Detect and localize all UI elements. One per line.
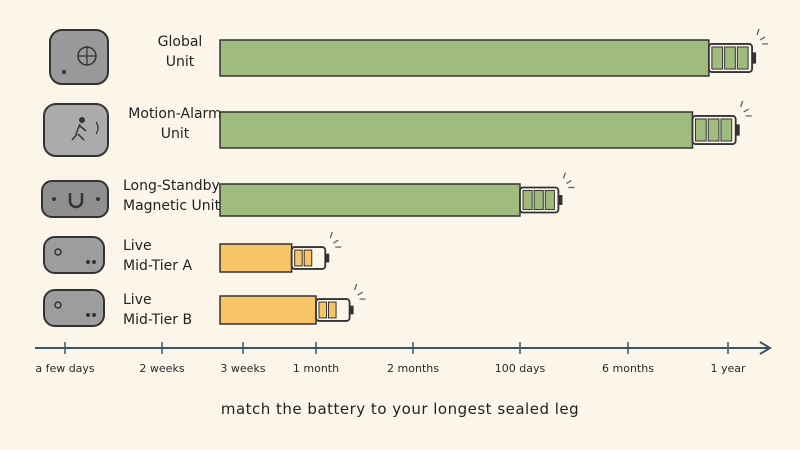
- battery-cell: [294, 249, 303, 267]
- x-tick-label: 1 year: [710, 362, 746, 375]
- battery-nub: [735, 124, 740, 136]
- battery-icon: [290, 231, 342, 270]
- battery-icon: [519, 172, 575, 214]
- battery-icon: [707, 28, 769, 73]
- axis-arrow: [759, 341, 772, 355]
- caption: match the battery to your longest sealed…: [220, 400, 580, 418]
- battery-nub: [558, 195, 563, 205]
- device-live-b: [43, 289, 105, 327]
- x-tick-label: 1 month: [293, 362, 339, 375]
- battery-cell: [544, 190, 555, 210]
- bar: [219, 295, 317, 325]
- battery-cell: [303, 249, 313, 267]
- bar: [219, 111, 694, 149]
- battery-cell: [711, 46, 724, 70]
- battery-nub: [752, 52, 757, 64]
- bar: [219, 243, 293, 273]
- battery-spark: [740, 100, 752, 117]
- battery-cell: [736, 46, 749, 70]
- device-icons: [41, 29, 109, 327]
- x-tick-label: a few days: [35, 362, 95, 375]
- battery-nub: [349, 305, 354, 315]
- category-label: Long-Standby Magnetic Unit: [123, 178, 221, 214]
- category-label: Global Unit: [157, 34, 203, 70]
- x-tick-label: 3 weeks: [220, 362, 265, 375]
- device-global: [49, 29, 109, 85]
- device-motion: [43, 103, 109, 157]
- battery-cell: [707, 118, 720, 142]
- x-tick-label: 6 months: [602, 362, 654, 375]
- device-magnetic: [41, 180, 109, 218]
- battery-spark: [329, 231, 342, 248]
- battery-icon: [691, 100, 752, 145]
- battery-cell: [720, 118, 733, 142]
- battery-cell: [694, 118, 707, 142]
- device-live-a: [43, 236, 105, 274]
- battery-cell: [724, 46, 736, 70]
- x-tick-label: 100 days: [495, 362, 546, 375]
- x-tick-label: 2 weeks: [139, 362, 184, 375]
- battery-spark: [562, 172, 575, 189]
- x-tick-label: 2 months: [387, 362, 439, 375]
- bar: [219, 39, 710, 77]
- battery-nub: [325, 253, 330, 263]
- category-label: Live Mid-Tier B: [123, 292, 193, 328]
- battery-icon: [315, 283, 366, 322]
- battery-cell: [533, 190, 544, 210]
- battery-cell: [328, 301, 337, 319]
- category-label: Live Mid-Tier A: [123, 238, 193, 274]
- battery-spark: [756, 28, 769, 45]
- battery-cell: [318, 301, 328, 319]
- battery-cell: [522, 190, 533, 210]
- battery-spark: [354, 283, 366, 300]
- category-label: Motion-Alarm Unit: [128, 106, 222, 142]
- bar: [219, 183, 521, 217]
